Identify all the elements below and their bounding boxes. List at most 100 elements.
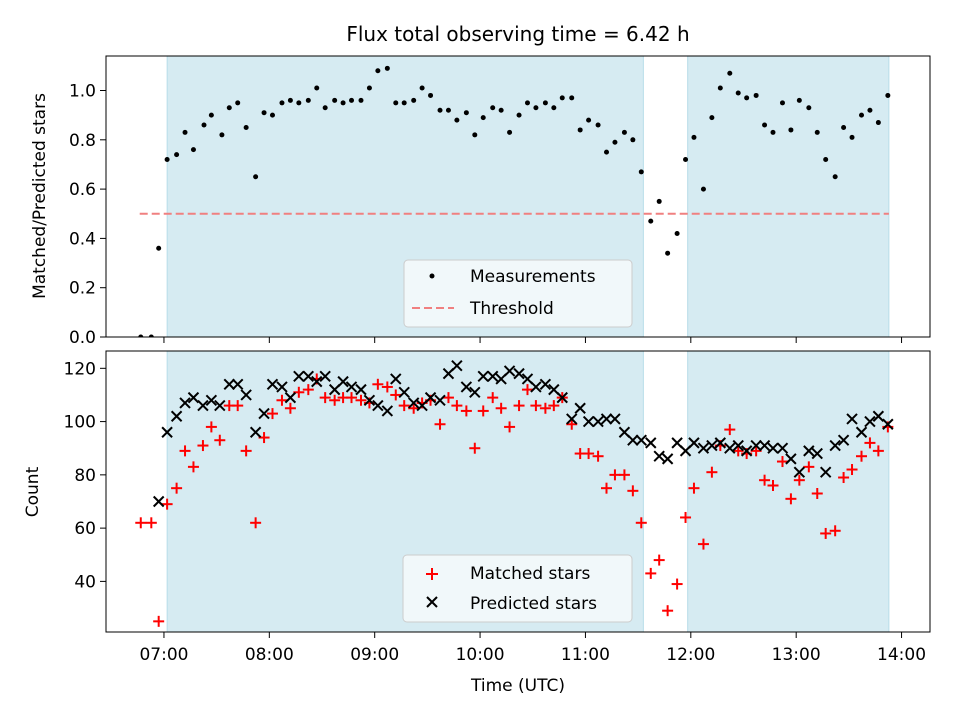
matched-star-point xyxy=(451,400,463,412)
predicted-star-point xyxy=(785,453,797,465)
top-legend: Measurements Threshold xyxy=(403,259,633,328)
y-tick-label: 0.8 xyxy=(69,131,96,151)
predicted-star-point xyxy=(487,370,499,383)
measurement-point xyxy=(569,95,575,101)
matched-star-point xyxy=(671,578,683,590)
matched-star-point xyxy=(442,392,454,404)
predicted-star-point xyxy=(258,407,270,420)
predicted-star-point xyxy=(197,399,209,412)
measurement-point xyxy=(261,110,267,116)
matched-star-point xyxy=(145,517,157,529)
matched-star-point xyxy=(645,567,657,579)
predicted-star-point xyxy=(793,466,806,478)
measurement-point xyxy=(709,115,715,121)
matched-star-point xyxy=(513,400,525,412)
measurement-point xyxy=(859,112,865,118)
matched-star-point xyxy=(434,418,446,430)
y-tick-label: 120 xyxy=(64,359,96,379)
matched-star-point xyxy=(793,474,805,486)
measurement-point xyxy=(340,100,346,106)
predicted-star-point xyxy=(170,410,183,422)
measurement-point xyxy=(384,65,390,71)
measurement-point xyxy=(498,107,504,113)
measurement-point xyxy=(559,95,565,101)
measurement-point xyxy=(393,100,399,106)
x-tick-label: 08:00 xyxy=(245,645,294,665)
matched-star-point xyxy=(688,482,700,494)
matched-star-point xyxy=(293,386,305,398)
matched-star-point xyxy=(759,474,771,486)
measurement-point xyxy=(253,174,259,180)
matched-star-point xyxy=(266,408,278,420)
measurement-point xyxy=(201,122,207,128)
predicted-star-point xyxy=(530,381,542,393)
matched-star-point xyxy=(504,421,516,433)
measurement-point xyxy=(779,100,785,106)
measurement-point xyxy=(630,137,636,143)
measurement-point xyxy=(542,100,548,106)
measurement-point xyxy=(814,129,820,135)
y-tick-label: 40 xyxy=(74,572,96,592)
measurement-point xyxy=(612,139,618,145)
measurement-point xyxy=(269,112,275,118)
measurement-point xyxy=(648,218,654,224)
matched-star-point xyxy=(697,538,709,550)
matched-star-point xyxy=(864,437,876,449)
matched-star-point xyxy=(232,400,244,412)
matched-star-point xyxy=(627,485,639,497)
matched-star-point xyxy=(390,389,402,401)
predicted-star-point xyxy=(609,413,621,425)
measurement-point xyxy=(314,85,320,91)
measurement-point xyxy=(700,186,706,192)
legend-predicted-marker xyxy=(426,596,438,608)
predicted-star-point xyxy=(740,445,753,457)
matched-star-point xyxy=(618,469,630,481)
measurement-point xyxy=(366,85,372,91)
matched-star-point xyxy=(487,392,499,404)
measurement-point xyxy=(656,198,662,204)
bottom-plot-frame xyxy=(105,350,931,633)
predicted-star-point xyxy=(381,405,394,417)
predicted-star-point xyxy=(503,365,516,377)
x-tick-label: 09:00 xyxy=(350,645,399,665)
measurement-point xyxy=(806,105,812,111)
predicted-star-point xyxy=(882,418,894,430)
y-tick-label: 1.0 xyxy=(69,82,96,102)
matched-star-point xyxy=(153,615,165,627)
matched-star-point xyxy=(302,384,314,396)
measurement-point xyxy=(885,92,891,98)
measurement-point xyxy=(516,112,522,118)
measurement-point xyxy=(419,85,425,91)
matched-star-point xyxy=(750,445,762,457)
top-plot-frame xyxy=(105,55,931,338)
predicted-star-point xyxy=(582,415,595,428)
predicted-star-point xyxy=(688,437,700,449)
predicted-star-point xyxy=(398,386,410,398)
matched-star-point xyxy=(495,402,507,414)
chart-title: Flux total observing time = 6.42 h xyxy=(346,22,689,46)
measurement-point xyxy=(551,105,557,111)
measurement-point xyxy=(445,107,451,113)
predicted-star-point xyxy=(187,391,200,404)
matched-star-point xyxy=(785,493,797,505)
shaded-interval-2 xyxy=(687,55,890,338)
predicted-star-point xyxy=(855,426,868,438)
measurement-point xyxy=(586,117,592,123)
measurement-point xyxy=(717,85,723,91)
y-tick-label: 100 xyxy=(64,413,96,433)
measurement-point xyxy=(401,100,407,106)
legend-measurements-marker xyxy=(429,273,435,279)
matched-star-point xyxy=(548,400,560,412)
y-tick-label: 80 xyxy=(74,466,96,486)
predicted-star-point xyxy=(266,378,279,391)
predicted-star-point xyxy=(513,367,525,380)
matched-star-point xyxy=(732,445,744,457)
measurement-point xyxy=(411,97,417,103)
matched-star-point xyxy=(179,445,191,457)
measurement-point xyxy=(480,115,486,121)
predicted-star-point xyxy=(592,415,604,428)
matched-star-point xyxy=(820,527,832,539)
predicted-star-point xyxy=(319,370,331,383)
matched-star-point xyxy=(250,517,262,529)
